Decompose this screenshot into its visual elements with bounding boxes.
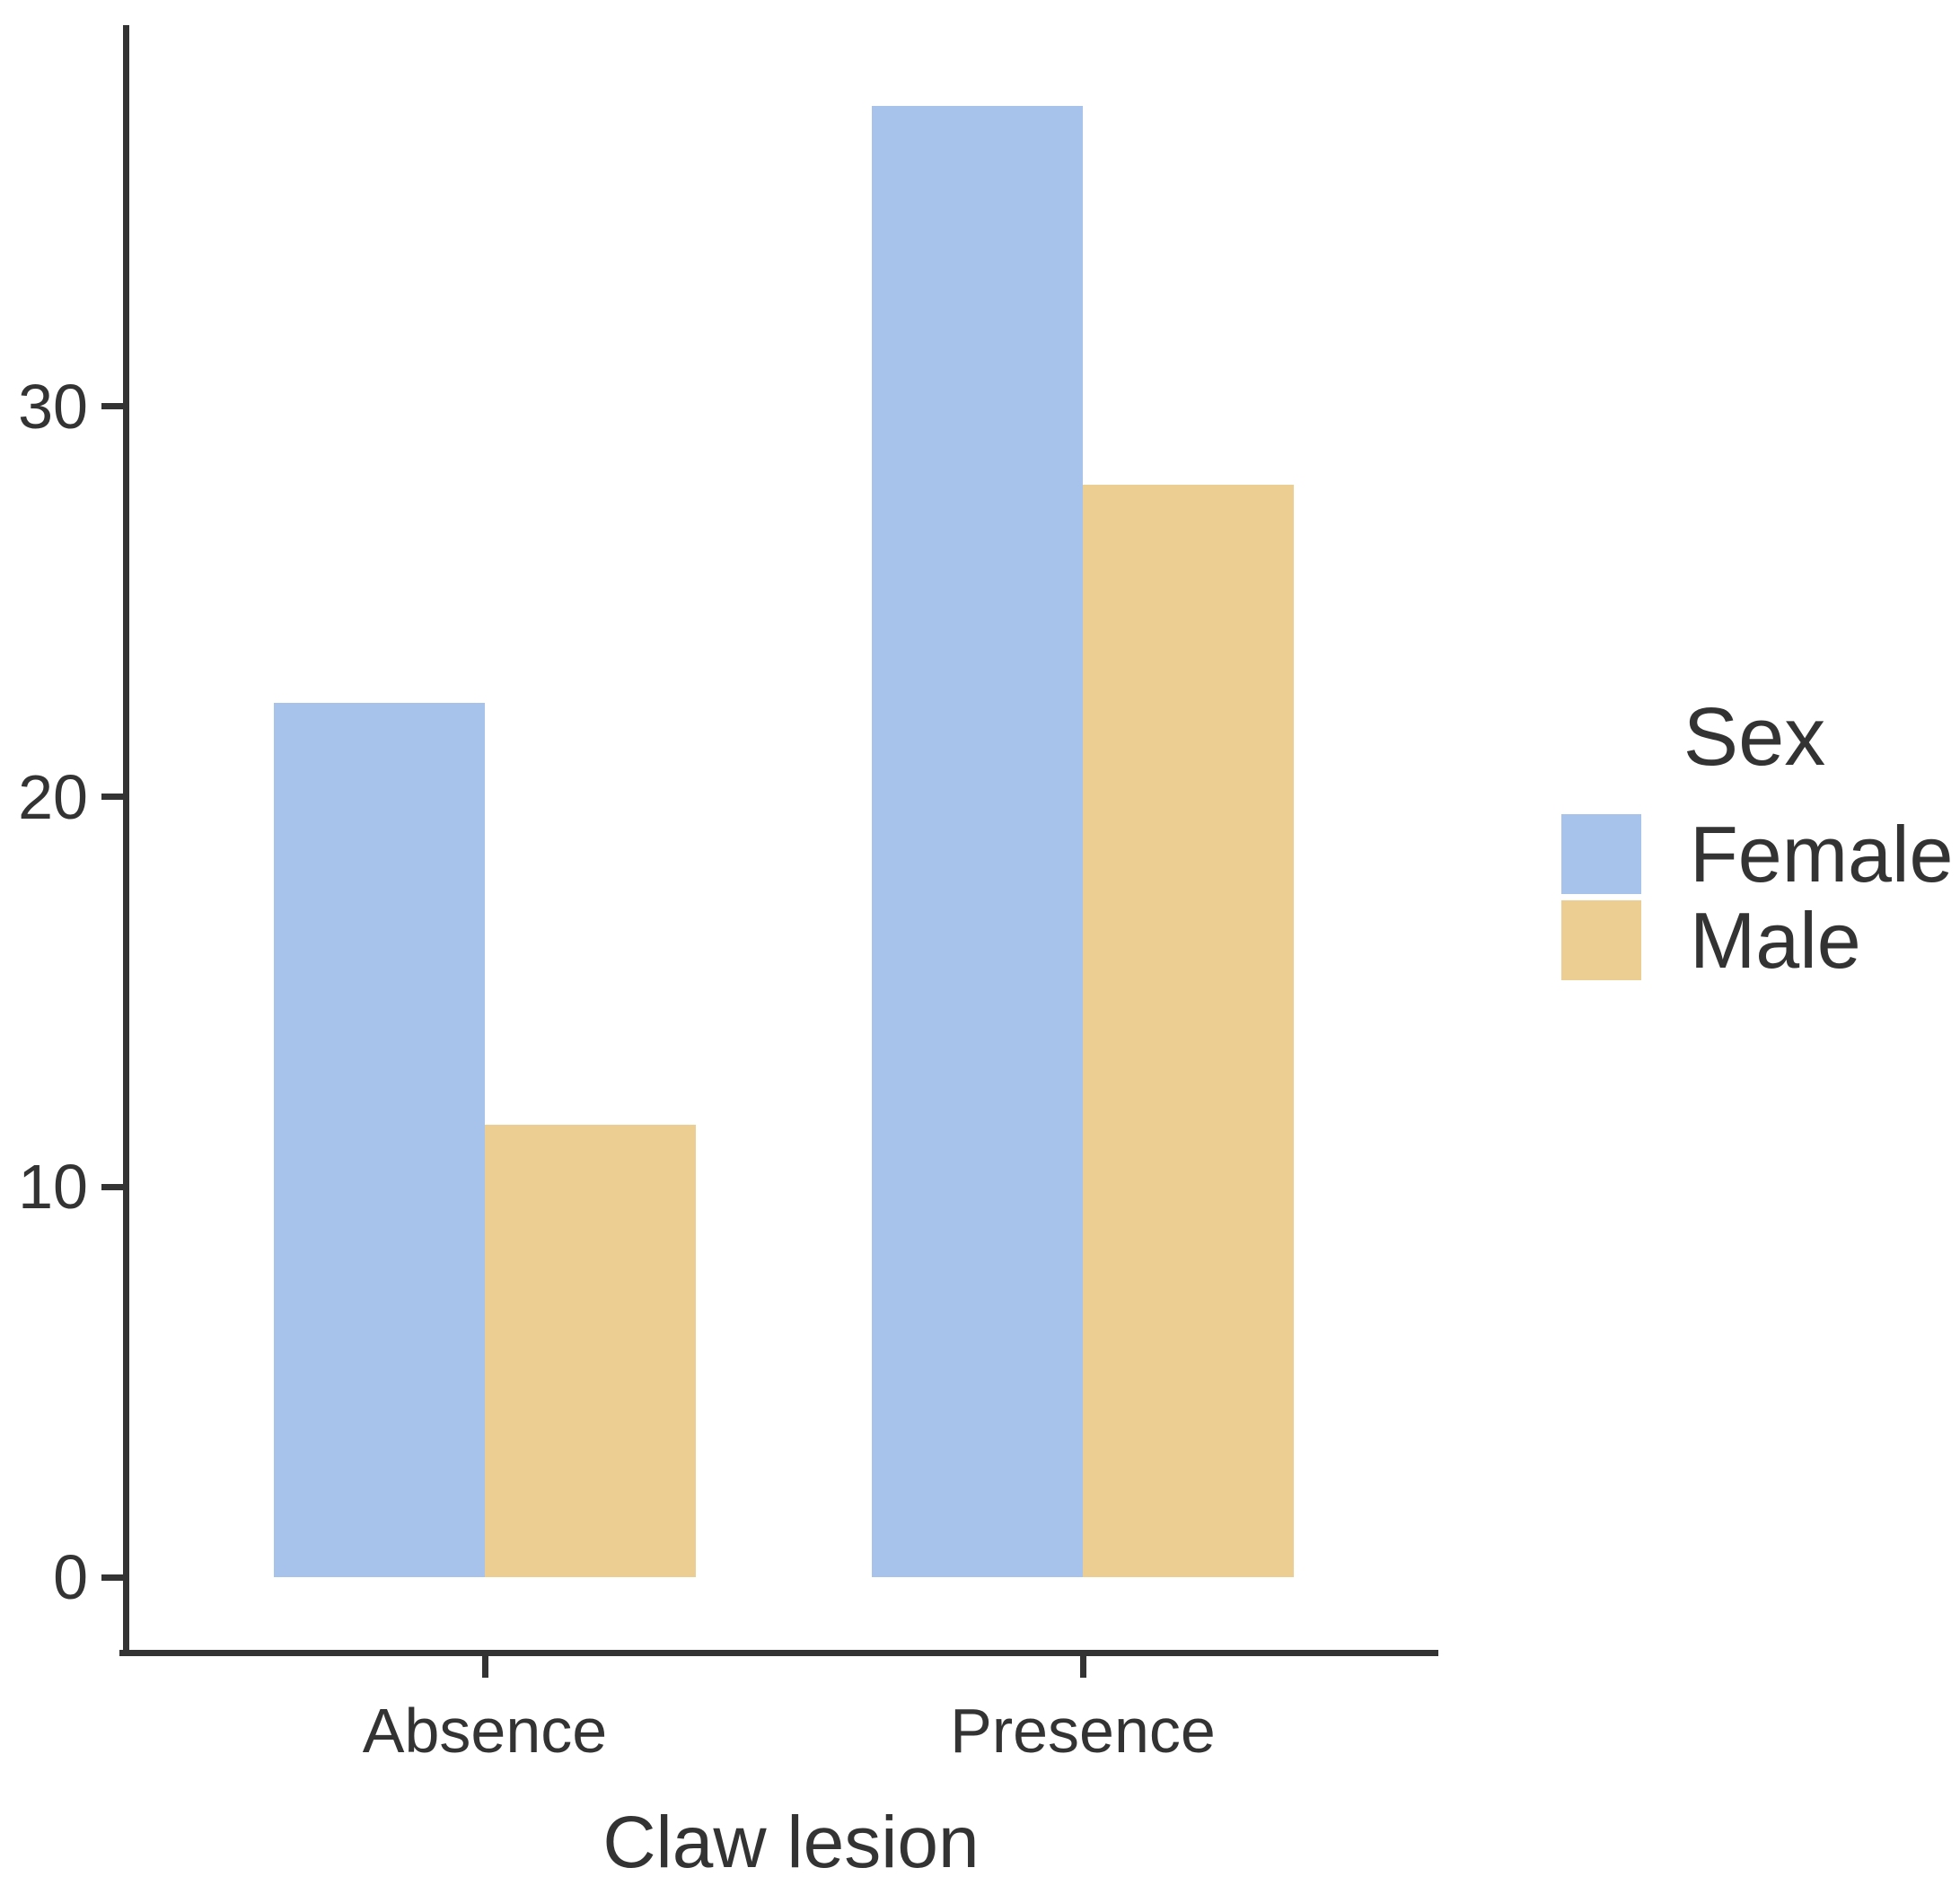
y-tick-mark [101, 1183, 123, 1190]
legend-title: Sex [1683, 691, 1826, 783]
x-axis-line [119, 1649, 1438, 1656]
legend-label-female: Female [1690, 809, 1954, 899]
y-tick-label: 10 [18, 1152, 88, 1223]
y-tick-mark [101, 1574, 123, 1581]
x-axis-title: Claw lesion [602, 1802, 980, 1883]
legend-swatch-male [1561, 900, 1641, 980]
y-tick-label: 30 [18, 371, 88, 442]
legend-label-male: Male [1690, 895, 1861, 985]
y-tick-mark [101, 794, 123, 801]
bar-absence-male [485, 1124, 696, 1577]
x-tick-label-presence: Presence [950, 1696, 1216, 1766]
bar-presence-male [1083, 484, 1294, 1577]
y-axis-line [122, 25, 129, 1656]
y-tick-label: 20 [18, 761, 88, 832]
x-tick-label-absence: Absence [362, 1696, 608, 1766]
bar-presence-female [872, 106, 1083, 1577]
bar-absence-female [274, 703, 485, 1577]
legend-swatch-female [1561, 814, 1641, 894]
y-tick-mark [101, 403, 123, 410]
x-tick-mark [1079, 1655, 1086, 1678]
x-tick-mark [481, 1655, 488, 1678]
y-tick-label: 0 [53, 1542, 88, 1612]
